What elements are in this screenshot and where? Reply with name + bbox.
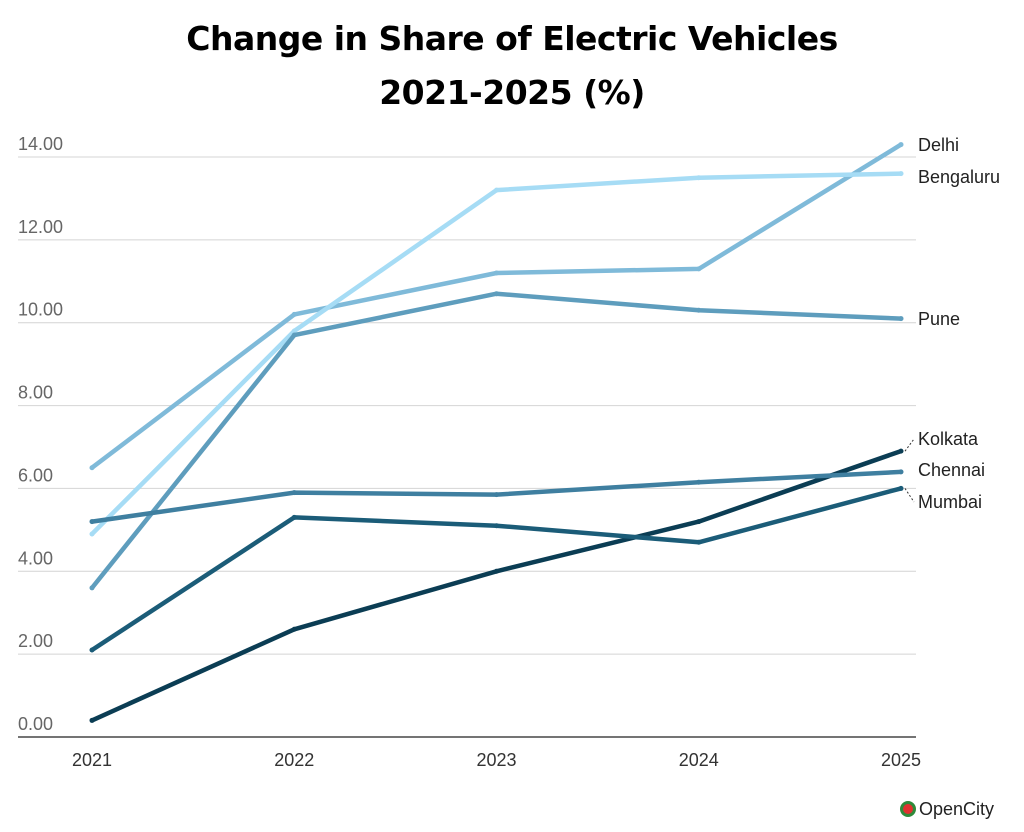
data-point-bengaluru bbox=[696, 175, 702, 181]
data-point-bengaluru bbox=[494, 187, 499, 193]
data-point-delhi bbox=[696, 266, 702, 272]
y-axis-ticks: 0.00 2.00 4.00 6.00 8.00 10.00 12.00 14.00 bbox=[18, 134, 63, 734]
series-label-kolkata: Kolkata bbox=[918, 429, 979, 449]
x-tick-label: 2021 bbox=[72, 750, 112, 770]
x-tick-label: 2024 bbox=[679, 750, 719, 770]
data-point-pune bbox=[89, 585, 95, 591]
data-point-chennai bbox=[696, 479, 702, 485]
data-point-kolkata bbox=[494, 568, 499, 574]
chart-title-line2: 2021-2025 (%) bbox=[379, 73, 645, 112]
series-label-pune: Pune bbox=[918, 309, 960, 329]
y-tick-label: 10.00 bbox=[18, 300, 63, 320]
data-point-chennai bbox=[898, 469, 904, 475]
y-tick-label: 14.00 bbox=[18, 134, 63, 154]
data-point-chennai bbox=[291, 490, 297, 496]
chart-title-line1: Change in Share of Electric Vehicles bbox=[186, 19, 838, 58]
data-point-pune bbox=[291, 332, 297, 338]
label-connector bbox=[904, 438, 915, 452]
y-tick-label: 6.00 bbox=[18, 465, 53, 485]
series-label-chennai: Chennai bbox=[918, 460, 985, 480]
data-point-delhi bbox=[89, 465, 95, 471]
data-point-pune bbox=[494, 291, 499, 297]
label-connector bbox=[904, 488, 915, 503]
series-label-mumbai: Mumbai bbox=[918, 492, 982, 512]
data-point-chennai bbox=[494, 492, 499, 498]
series-label-delhi: Delhi bbox=[918, 135, 959, 155]
logo-dot-icon bbox=[903, 804, 913, 814]
series-lines bbox=[89, 142, 904, 723]
series-labels: Delhi Bengaluru Pune Kolkata Chennai Mumbai bbox=[904, 135, 1000, 512]
x-axis-ticks: 2021 2022 2023 2024 2025 bbox=[72, 750, 921, 770]
data-point-delhi bbox=[291, 311, 297, 317]
data-point-delhi bbox=[494, 270, 499, 276]
y-tick-label: 8.00 bbox=[18, 383, 53, 403]
series-line-pune bbox=[89, 291, 904, 591]
data-point-bengaluru bbox=[89, 531, 95, 537]
data-point-delhi bbox=[898, 142, 904, 148]
data-point-kolkata bbox=[291, 626, 297, 632]
data-point-bengaluru bbox=[291, 328, 297, 334]
data-point-mumbai bbox=[291, 514, 297, 520]
data-point-pune bbox=[696, 307, 702, 313]
series-line-delhi bbox=[89, 142, 904, 470]
data-point-pune bbox=[898, 316, 904, 322]
series-label-bengaluru: Bengaluru bbox=[918, 167, 1000, 187]
data-point-mumbai bbox=[898, 485, 904, 491]
y-tick-label: 4.00 bbox=[18, 548, 53, 568]
data-point-kolkata bbox=[898, 448, 904, 454]
data-point-mumbai bbox=[494, 523, 499, 529]
opencity-logo: OpenCity bbox=[900, 799, 994, 819]
data-point-mumbai bbox=[89, 647, 95, 653]
y-tick-label: 0.00 bbox=[18, 714, 53, 734]
data-point-chennai bbox=[89, 519, 95, 525]
logo-text: OpenCity bbox=[919, 799, 994, 819]
data-point-kolkata bbox=[696, 519, 702, 525]
chart-title: Change in Share of Electric Vehicles 202… bbox=[0, 12, 1024, 120]
x-tick-label: 2023 bbox=[476, 750, 516, 770]
data-point-mumbai bbox=[696, 539, 702, 545]
data-point-kolkata bbox=[89, 717, 95, 723]
gridlines bbox=[18, 156, 916, 738]
x-tick-label: 2025 bbox=[881, 750, 921, 770]
x-tick-label: 2022 bbox=[274, 750, 314, 770]
series-line-kolkata bbox=[89, 448, 904, 723]
y-tick-label: 2.00 bbox=[18, 631, 53, 651]
data-point-bengaluru bbox=[898, 171, 904, 177]
y-tick-label: 12.00 bbox=[18, 217, 63, 237]
